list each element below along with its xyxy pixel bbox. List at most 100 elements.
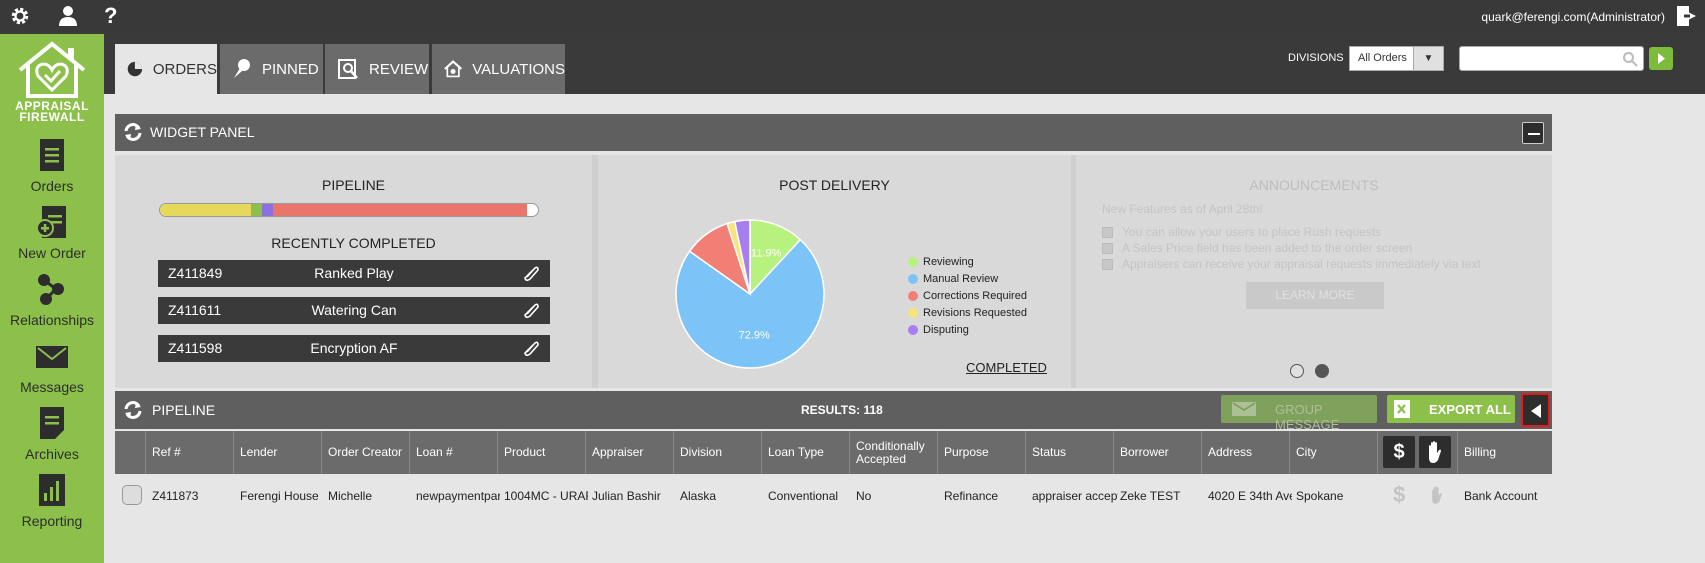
column-header[interactable]: Order Creator <box>321 431 409 474</box>
group-message-button[interactable]: GROUP MESSAGE <box>1221 395 1377 432</box>
cell-status: appraiser accepted <box>1032 489 1118 503</box>
announcements-subtitle: New Features as of April 28th! <box>1102 202 1263 216</box>
column-header[interactable]: Address <box>1201 431 1289 474</box>
column-header[interactable]: City <box>1289 431 1377 474</box>
hand-icon[interactable] <box>1429 484 1445 509</box>
hand-icon[interactable] <box>1419 436 1451 468</box>
column-header-actions <box>1377 431 1457 474</box>
dollar-icon[interactable]: $ <box>1383 436 1415 468</box>
sidebar-item-relationships[interactable]: Relationships <box>0 268 104 338</box>
legend-item[interactable]: Revisions Requested <box>908 304 1027 321</box>
legend-item[interactable]: Manual Review <box>908 270 1027 287</box>
pipeline-widget-title: PIPELINE <box>321 177 386 193</box>
cell-order-creator: Michelle <box>328 489 373 503</box>
column-header[interactable]: Product <box>497 431 585 474</box>
column-header[interactable]: Ref # <box>145 431 233 474</box>
tab-orders-label: ORDERS <box>152 60 217 78</box>
widgets-row: PIPELINE RECENTLY COMPLETED Ranked Play … <box>115 155 1552 388</box>
refresh-icon[interactable] <box>123 400 143 420</box>
tab-review[interactable]: REVIEW <box>325 44 429 94</box>
minimize-button[interactable] <box>1522 122 1544 144</box>
tab-pinned[interactable]: PINNED <box>220 44 323 94</box>
column-header[interactable]: Lender <box>233 431 321 474</box>
recent-item-name: Watering Can <box>311 302 397 318</box>
row-checkbox[interactable] <box>122 485 142 505</box>
gear-icon[interactable] <box>8 4 34 30</box>
tab-valuations-label: VALUATIONS <box>472 60 565 78</box>
column-header[interactable]: Conditionally Accepted <box>849 431 937 474</box>
sidebar-label-reporting: Reporting <box>21 513 83 529</box>
envelope-icon <box>36 346 68 368</box>
group-message-label: GROUP MESSAGE <box>1275 402 1340 432</box>
column-header[interactable]: Status <box>1025 431 1113 474</box>
column-header[interactable]: Loan Type <box>761 431 849 474</box>
column-header[interactable]: Loan # <box>409 431 497 474</box>
user-label[interactable]: quark@ferengi.com(Administrator) <box>1481 10 1665 24</box>
sidebar-item-messages[interactable]: Messages <box>0 335 104 405</box>
recent-item-ref: Z411598 <box>168 340 223 356</box>
refresh-icon[interactable] <box>123 122 143 142</box>
cell-address: 4020 E 34th Ave <box>1208 489 1292 503</box>
sidebar-label-messages: Messages <box>20 379 84 395</box>
carousel-dot-active[interactable] <box>1315 364 1329 378</box>
pie-slice-disputing[interactable] <box>733 219 751 295</box>
orders-icon <box>40 139 64 171</box>
announcement-text: You can allow your users to place Rush r… <box>1122 225 1382 239</box>
pipeline-bar-segment <box>262 204 274 216</box>
legend-item[interactable]: Reviewing <box>908 253 1027 270</box>
tab-review-label: REVIEW <box>369 60 429 78</box>
tab-orders[interactable]: ORDERS <box>115 44 217 94</box>
recent-item[interactable]: Ranked Play Z411849 <box>158 260 550 287</box>
pie-slice-manual-review[interactable] <box>675 238 825 369</box>
sidebar-item-archives[interactable]: Archives <box>0 402 104 472</box>
cell-loan: newpaymentparty <box>416 489 500 503</box>
paperclip-icon[interactable] <box>522 339 540 360</box>
chevron-down-icon[interactable]: ▼ <box>1413 46 1444 71</box>
app-logo[interactable]: APPRAISAL FIREWALL <box>0 34 104 130</box>
help-icon[interactable]: ? <box>104 3 118 28</box>
tab-valuations[interactable]: VALUATIONS <box>432 44 565 94</box>
logout-icon[interactable] <box>1674 4 1700 30</box>
collapse-panel-button[interactable] <box>1521 393 1550 427</box>
sidebar-item-reporting[interactable]: Reporting <box>0 469 104 539</box>
legend-swatch <box>908 307 918 318</box>
paperclip-icon[interactable] <box>522 264 540 285</box>
dollar-icon[interactable]: $ <box>1393 482 1406 507</box>
search-go-button[interactable] <box>1649 47 1673 70</box>
legend-item[interactable]: Disputing <box>908 321 1027 338</box>
paperclip-icon[interactable] <box>522 301 540 322</box>
recent-item[interactable]: Encryption AF Z411598 <box>158 335 550 362</box>
cell-product: 1004MC - URAR w/ <box>504 489 588 503</box>
new-order-icon <box>36 206 66 238</box>
export-all-button[interactable]: EXPORT ALL <box>1387 395 1515 423</box>
legend-item[interactable]: Corrections Required <box>908 287 1027 304</box>
user-icon[interactable] <box>56 4 82 30</box>
learn-more-button[interactable]: LEARN MORE <box>1246 282 1384 309</box>
column-header[interactable]: Borrower <box>1113 431 1201 474</box>
column-header[interactable]: Purpose <box>937 431 1025 474</box>
recent-item[interactable]: Watering Can Z411611 <box>158 297 550 324</box>
cell-ref[interactable]: Z411873 <box>152 489 199 503</box>
column-header[interactable]: Division <box>673 431 761 474</box>
pipeline-title: PIPELINE <box>152 402 216 418</box>
pipeline-header: PIPELINE RESULTS: 118 GROUP MESSAGE EXPO… <box>115 391 1552 432</box>
table-row[interactable]: Z411873 Ferengi House of L Michelle newp… <box>115 474 1552 517</box>
divisions-label: DIVISIONS <box>1288 52 1344 64</box>
column-header[interactable]: Appraiser <box>585 431 673 474</box>
search-input[interactable] <box>1459 46 1644 71</box>
cell-city: Spokane <box>1296 489 1344 503</box>
checkbox-icon <box>1102 226 1113 238</box>
carousel-dot[interactable] <box>1290 364 1304 378</box>
legend-swatch <box>908 324 918 335</box>
legend-label: Corrections Required <box>923 289 1027 302</box>
legend-swatch <box>908 290 918 301</box>
main-area: ORDERS PINNED REVIEW VALUATIONS DIVISION… <box>104 34 1705 563</box>
sidebar-item-orders[interactable]: Orders <box>0 134 104 204</box>
sidebar-item-new-order[interactable]: New Order <box>0 201 104 271</box>
column-header[interactable]: Billing <box>1457 431 1552 474</box>
completed-link[interactable]: COMPLETED <box>966 360 1047 375</box>
relationships-icon <box>38 274 64 305</box>
legend-swatch <box>908 256 918 267</box>
pipeline-widget: PIPELINE RECENTLY COMPLETED Ranked Play … <box>115 155 592 388</box>
recent-item-name: Ranked Play <box>314 265 394 281</box>
